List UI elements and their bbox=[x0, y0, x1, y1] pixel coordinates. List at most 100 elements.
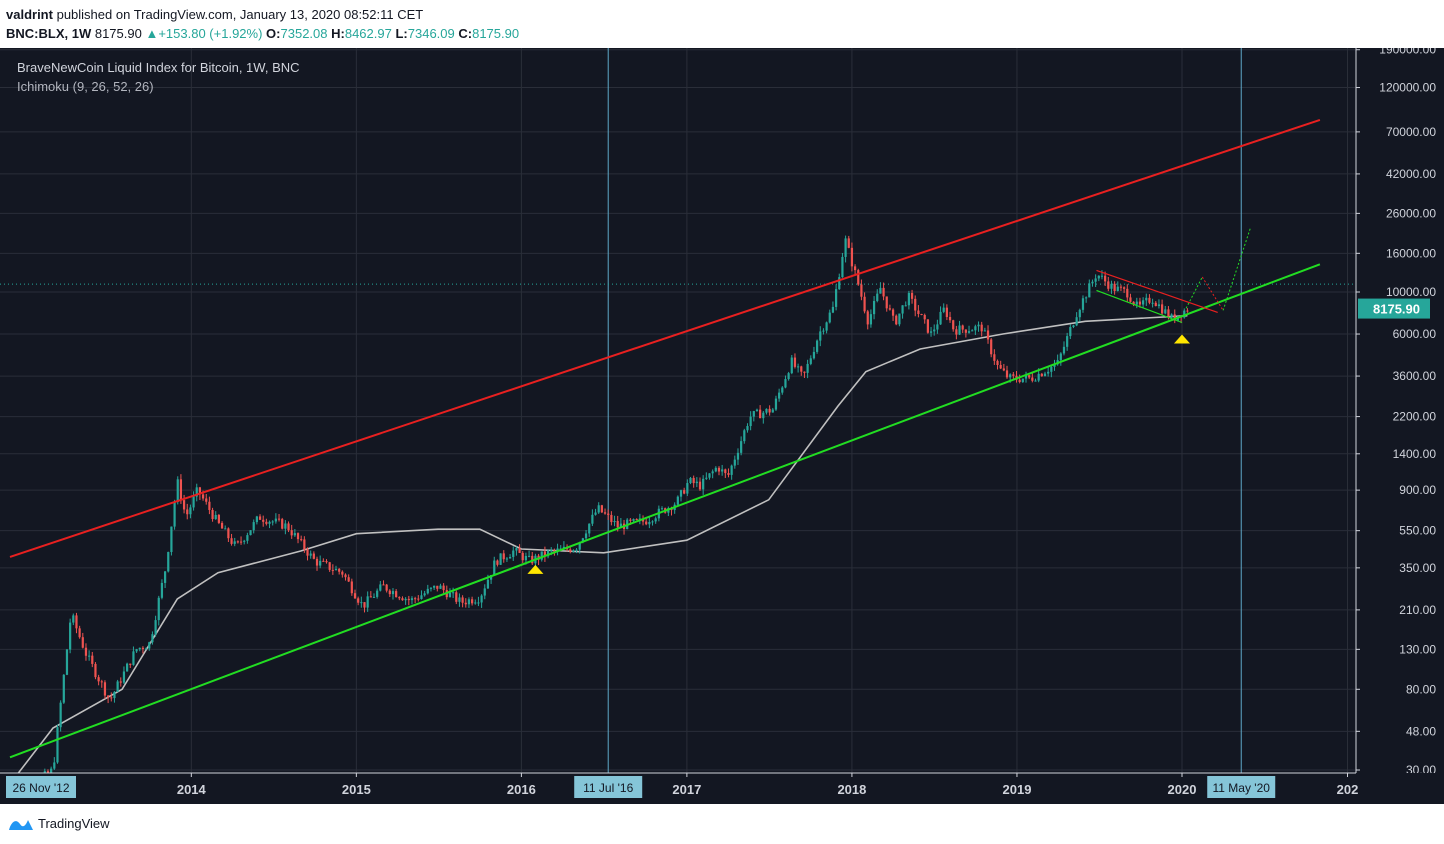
candle-body bbox=[388, 590, 391, 595]
candle-body bbox=[958, 325, 961, 335]
candle-body bbox=[366, 596, 369, 608]
candle-body bbox=[186, 509, 189, 515]
candle-body bbox=[360, 602, 363, 604]
candle-body bbox=[382, 584, 385, 586]
candle-body bbox=[977, 324, 980, 327]
trading-view-brand[interactable]: TradingView bbox=[38, 816, 110, 831]
candle-body bbox=[524, 555, 528, 561]
candle-body bbox=[88, 655, 91, 657]
candle-body bbox=[1097, 275, 1100, 279]
candle-body bbox=[376, 590, 379, 597]
candle-body bbox=[176, 479, 179, 502]
candle-body bbox=[1069, 327, 1072, 337]
candle-body bbox=[882, 287, 885, 297]
candle-body bbox=[303, 539, 306, 550]
projection-breakout bbox=[1222, 226, 1252, 311]
candle-body bbox=[575, 549, 578, 551]
candle-body bbox=[967, 331, 971, 333]
candle-body bbox=[182, 500, 186, 510]
candle-body bbox=[423, 593, 426, 596]
candle-body bbox=[1113, 283, 1116, 291]
date-marker-badge bbox=[1207, 776, 1276, 798]
candle-body bbox=[391, 591, 395, 595]
candle-body bbox=[990, 339, 993, 355]
candle-body bbox=[59, 702, 62, 728]
candle-body bbox=[1154, 302, 1157, 307]
author-name[interactable]: valdrint bbox=[6, 7, 53, 22]
candle-body bbox=[243, 540, 246, 542]
candle-body bbox=[610, 514, 613, 523]
candle-body bbox=[410, 598, 414, 601]
candle-body bbox=[515, 548, 518, 551]
date-marker-label: 26 Nov '12 bbox=[13, 781, 70, 795]
candle-body bbox=[100, 681, 103, 683]
candle-body bbox=[53, 762, 56, 769]
candle-body bbox=[1085, 297, 1088, 299]
candle-body bbox=[1021, 378, 1024, 383]
candle-body bbox=[901, 305, 904, 314]
candle-body bbox=[452, 592, 455, 594]
candle-body bbox=[521, 552, 524, 561]
candle-body bbox=[97, 677, 100, 682]
candle-body bbox=[214, 514, 217, 520]
candle-body bbox=[312, 553, 315, 559]
y-tick-label: 3600.00 bbox=[1393, 369, 1437, 383]
y-tick-label: 550.00 bbox=[1399, 524, 1436, 538]
candle-body bbox=[711, 471, 714, 474]
trading-view-logo-icon[interactable] bbox=[8, 816, 34, 832]
indicator-legend[interactable]: Ichimoku (9, 26, 52, 26) bbox=[17, 79, 154, 94]
y-tick-label: 80.00 bbox=[1406, 682, 1436, 696]
candle-body bbox=[562, 546, 566, 549]
candle-body bbox=[201, 494, 205, 499]
candle-body bbox=[420, 595, 423, 600]
candle-body bbox=[866, 311, 869, 325]
candle-body bbox=[683, 490, 686, 494]
candle-body bbox=[679, 490, 683, 497]
candle-body bbox=[426, 588, 429, 594]
resistance-line bbox=[9, 118, 1321, 558]
support-marker-icon bbox=[1174, 334, 1190, 344]
candle-body bbox=[65, 649, 69, 675]
candle-body bbox=[1062, 346, 1066, 354]
candle-body bbox=[762, 412, 765, 419]
candle-body bbox=[474, 602, 477, 604]
x-tick-label: 2017 bbox=[672, 782, 701, 797]
candle-body bbox=[499, 553, 502, 565]
up-triangle-icon: ▲ bbox=[145, 26, 159, 41]
candle-body bbox=[347, 577, 350, 582]
candle-body bbox=[645, 521, 648, 525]
candle-body bbox=[692, 477, 695, 484]
candle-body bbox=[910, 292, 914, 299]
candle-body bbox=[971, 330, 974, 332]
candle-body bbox=[885, 296, 888, 309]
candle-body bbox=[126, 663, 129, 672]
candle-body bbox=[828, 312, 831, 323]
candle-body bbox=[588, 523, 591, 534]
candle-body bbox=[94, 663, 97, 678]
candle-body bbox=[1100, 275, 1104, 277]
candle-body bbox=[407, 598, 410, 601]
y-tick-label: 2200.00 bbox=[1393, 410, 1437, 424]
candle-body bbox=[603, 512, 607, 514]
y-tick-label: 70000.00 bbox=[1386, 125, 1436, 139]
candle-body bbox=[129, 663, 132, 665]
date-marker-badge bbox=[574, 776, 643, 798]
candle-body bbox=[325, 561, 328, 563]
open-value: 7352.08 bbox=[280, 26, 328, 41]
candle-body bbox=[107, 695, 110, 698]
candle-body bbox=[831, 306, 835, 313]
candle-body bbox=[933, 329, 936, 332]
candle-body bbox=[1145, 297, 1148, 301]
candle-body bbox=[695, 481, 698, 484]
candle-body bbox=[151, 634, 154, 643]
candle-body bbox=[1037, 373, 1040, 381]
candle-body bbox=[1129, 297, 1132, 302]
candle-body bbox=[619, 523, 622, 528]
candle-body bbox=[778, 392, 781, 399]
y-tick-label: 6000.00 bbox=[1393, 327, 1437, 341]
candle-body bbox=[974, 326, 977, 331]
symbol-label[interactable]: BNC:BLX, 1W bbox=[6, 26, 92, 41]
candle-body bbox=[277, 518, 281, 520]
x-tick-label: 2015 bbox=[342, 782, 371, 797]
